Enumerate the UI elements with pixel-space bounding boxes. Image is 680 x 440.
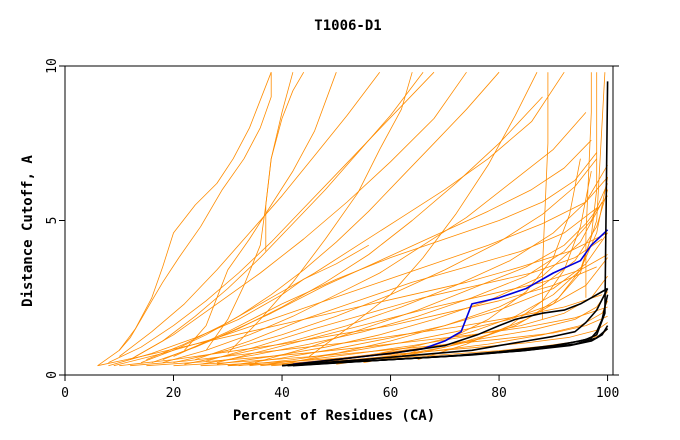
series-line-model-orange-41 — [390, 158, 581, 360]
series-line-model-orange-18 — [162, 139, 592, 360]
x-tick-label-100: 100 — [596, 386, 619, 401]
series-line-model-orange-6 — [140, 71, 500, 363]
series-layer — [97, 71, 609, 367]
series-line-model-orange-3 — [108, 71, 435, 363]
axis-layer: 0 20 40 60 80 100 0 5 10 — [45, 58, 619, 401]
series-line-model-orange-34 — [130, 294, 603, 367]
series-line-model-black-2 — [281, 288, 609, 367]
series-line-model-orange-21 — [205, 238, 603, 362]
y-tick-label-0: 0 — [45, 371, 60, 379]
series-line-model-orange-30 — [184, 72, 337, 351]
series-line-model-orange-1 — [97, 72, 272, 367]
y-tick-label-5: 5 — [45, 217, 60, 225]
series-line-model-orange-42 — [417, 171, 592, 360]
x-axis-label: Percent of Residues (CA) — [233, 408, 435, 424]
series-line-model-orange-23 — [146, 71, 565, 360]
chart-title: T1006-D1 — [314, 18, 381, 34]
series-line-model-orange-45 — [265, 71, 305, 252]
series-line-model-orange-28 — [336, 72, 606, 365]
series-line-model-orange-12 — [216, 201, 603, 365]
series-line-model-orange-46 — [585, 72, 592, 298]
series-line-model-orange-22 — [216, 254, 608, 363]
series-line-model-orange-25 — [254, 195, 608, 363]
x-tick-label-20: 20 — [166, 386, 182, 401]
x-tick-label-40: 40 — [274, 386, 290, 401]
series-line-model-orange-5 — [119, 71, 381, 357]
series-line-model-orange-29 — [363, 72, 598, 363]
series-line-model-orange-19 — [173, 152, 598, 357]
x-tick-label-80: 80 — [491, 386, 507, 401]
series-line-model-orange-26 — [281, 189, 608, 365]
series-line-model-orange-40 — [113, 176, 608, 367]
series-line-model-orange-2 — [118, 72, 272, 351]
series-line-model-orange-4 — [129, 71, 424, 360]
y-axis-label: Distance Cutoff, A — [20, 155, 36, 307]
series-line-model-orange-33 — [119, 266, 597, 367]
series-line-model-orange-11 — [200, 183, 608, 365]
series-line-model-orange-32 — [108, 244, 369, 367]
series-line-model-black-6 — [303, 327, 609, 366]
x-tick-label-0: 0 — [61, 386, 69, 401]
x-tick-label-60: 60 — [383, 386, 399, 401]
y-tick-label-10: 10 — [45, 58, 60, 74]
series-line-model-orange-35 — [146, 306, 608, 367]
series-line-model-orange-36 — [173, 315, 608, 367]
series-line-model-orange-7 — [151, 96, 543, 363]
series-line-model-orange-8 — [162, 112, 587, 363]
plot-frame — [64, 65, 614, 376]
series-line-model-orange-44 — [227, 72, 413, 354]
series-line-model-orange-31 — [205, 72, 294, 351]
series-line-model-orange-24 — [135, 71, 467, 357]
series-line-model-orange-37 — [200, 322, 608, 367]
series-line-model-orange-20 — [195, 207, 597, 360]
series-line-model-black-1 — [281, 287, 608, 367]
series-line-model-orange-43 — [308, 72, 538, 357]
series-line-model-orange-39 — [97, 232, 608, 367]
series-line-model-orange-47 — [542, 72, 549, 320]
series-line-model-orange-9 — [173, 158, 598, 363]
